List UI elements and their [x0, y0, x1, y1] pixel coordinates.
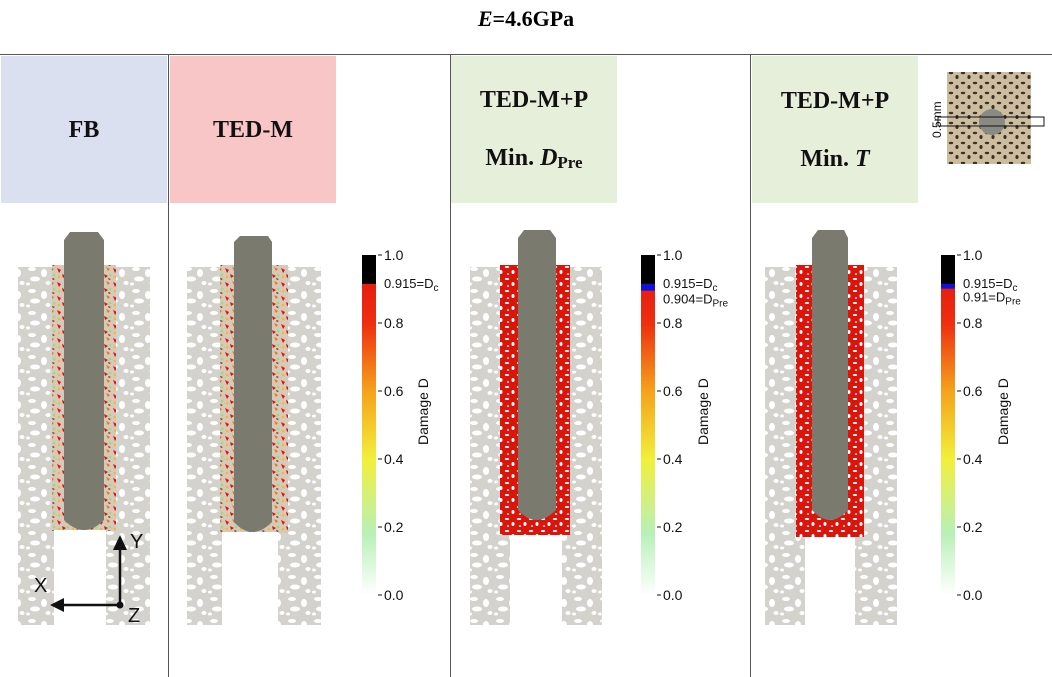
- header-line2: Min. DPre: [485, 145, 583, 172]
- colorbar-critical-band: [641, 255, 655, 284]
- axis-y-label: Y: [130, 531, 143, 553]
- header-ted-mp-dpre: TED-M+P Min. DPre: [451, 56, 617, 203]
- colorbar-tick-label: 0.4: [963, 451, 983, 467]
- colorbar-gradient: [362, 255, 376, 595]
- inset-cross-section: 0.5mm: [930, 72, 1045, 164]
- header-rule: [0, 54, 1052, 55]
- implant-screw: [812, 230, 848, 520]
- colorbar-tick-label: 1.0: [384, 247, 404, 263]
- title-variable: E: [477, 6, 493, 31]
- dc-marker-label: 0.915=Dc: [384, 276, 439, 294]
- inset-implant-circle: [979, 109, 1005, 135]
- colorbar-tick-label: 0.2: [663, 519, 683, 535]
- colorbar-tick-label: 0.2: [384, 519, 404, 535]
- drill-hole: [222, 532, 278, 625]
- axis-z-label: Z: [128, 605, 140, 627]
- colorbar-tick-label: 0.0: [963, 587, 983, 603]
- header-line1: TED-M+P: [780, 87, 890, 114]
- header-line2: Min. T: [800, 145, 870, 172]
- colorbar-dpre-band: [641, 283, 655, 291]
- colorbar-axis-label: Damage D: [415, 378, 431, 445]
- colorbar-tick-label: 0.0: [384, 587, 404, 603]
- dc-marker-label: 0.915=Dc: [963, 276, 1018, 294]
- colorbar-ticks: 1.0 0.8 0.6 0.4 0.2 0.0: [657, 247, 683, 603]
- header-ted-mp-t: TED-M+P Min. T: [752, 56, 918, 203]
- header-line1: TED-M+P: [479, 87, 589, 113]
- axes-triad: Y X Z: [34, 531, 143, 627]
- panel-divider-2: [450, 54, 451, 677]
- colorbar-tick-label: 0.8: [384, 315, 404, 331]
- panel-divider-1: [168, 54, 169, 677]
- panel-fb-model: [18, 232, 150, 625]
- colorbar-2: 1.0 0.8 0.6 0.4 0.2 0.0 0.915=Dc 0.904=DPre D…: [641, 247, 729, 603]
- axis-x-label: X: [34, 575, 47, 597]
- dpre-marker-label: 0.904=DPre: [663, 292, 729, 310]
- colorbar-gradient: [941, 255, 955, 595]
- colorbar-tick-label: 0.2: [963, 519, 983, 535]
- dpre-marker-label: 0.91=DPre: [963, 290, 1021, 308]
- colorbar-critical-band: [941, 255, 955, 284]
- dc-marker-label: 0.915=Dc: [663, 276, 718, 294]
- figure-title: E=4.6GPa: [0, 6, 1052, 32]
- header-ted-m: TED-M: [170, 56, 336, 203]
- colorbar-tick-label: 0.6: [963, 383, 983, 399]
- colorbar-tick-label: 0.6: [663, 383, 683, 399]
- colorbar-axis-label: Damage D: [695, 378, 711, 445]
- inset-slice-box: [937, 116, 1045, 127]
- colorbar-gradient: [641, 255, 655, 595]
- colorbar-1: 1.0 0.8 0.6 0.4 0.2 0.0 0.915=Dc Damage D: [362, 247, 439, 603]
- colorbar-axis-label: Damage D: [995, 378, 1011, 445]
- x-arrowhead: [50, 598, 64, 612]
- colorbar-tick-label: 1.0: [663, 247, 683, 263]
- inset-scale-label: 0.5mm: [930, 101, 944, 138]
- title-value: =4.6GPa: [492, 6, 575, 31]
- drill-hole: [805, 537, 855, 625]
- colorbar-tick-label: 1.0: [963, 247, 983, 263]
- implant-screw: [234, 236, 272, 532]
- implant-screw: [518, 230, 556, 520]
- header-ted-m-label: TED-M: [213, 116, 293, 143]
- colorbar-3: 1.0 0.8 0.6 0.4 0.2 0.0 0.915=Dc 0.91=DPre Da…: [941, 247, 1021, 603]
- implant-screw: [64, 232, 104, 530]
- colorbar-dpre-band: [941, 283, 955, 289]
- drill-hole: [510, 535, 562, 625]
- panel-divider-3: [750, 54, 751, 677]
- z-axis-dot: [116, 601, 124, 609]
- colorbar-ticks: 1.0 0.8 0.6 0.4 0.2 0.0: [957, 247, 983, 603]
- colorbar-tick-label: 0.8: [663, 315, 683, 331]
- y-arrowhead: [113, 535, 127, 550]
- panel-ted-m-model: [187, 236, 321, 625]
- panel-ted-mp-t-model: [765, 230, 897, 625]
- header-fb: FB: [1, 56, 167, 203]
- header-fb-label: FB: [68, 116, 100, 143]
- colorbar-tick-label: 0.0: [663, 587, 683, 603]
- panel-ted-mp-dpre-model: [470, 230, 602, 625]
- colorbar-critical-band: [362, 255, 376, 284]
- colorbar-ticks: 1.0 0.8 0.6 0.4 0.2 0.0: [378, 247, 404, 603]
- colorbar-tick-label: 0.8: [963, 315, 983, 331]
- colorbar-tick-label: 0.4: [384, 451, 404, 467]
- colorbar-tick-label: 0.6: [384, 383, 404, 399]
- colorbar-tick-label: 0.4: [663, 451, 683, 467]
